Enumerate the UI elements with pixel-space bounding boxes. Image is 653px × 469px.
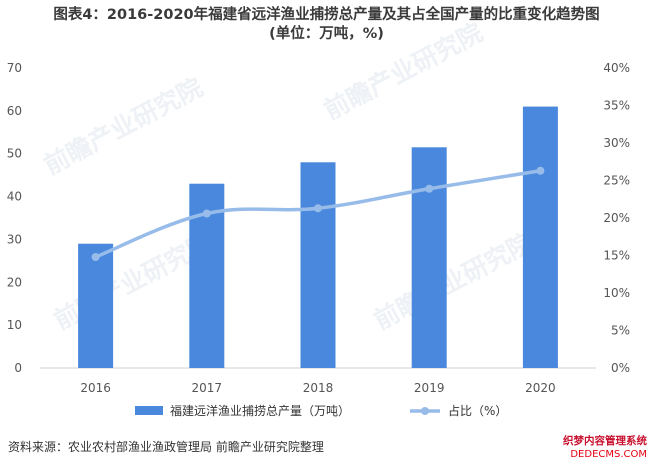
- stamp-line1: 织梦内容管理系统: [563, 435, 647, 447]
- stamp-line2: DEDECMS.COM: [570, 449, 647, 460]
- y-right-tick-label: 15%: [603, 249, 630, 263]
- y-left-tick-label: 40: [7, 190, 22, 204]
- y-right-tick-label: 25%: [603, 174, 630, 188]
- bar-2018: [300, 162, 336, 368]
- bar-2019: [411, 147, 447, 368]
- share-point-2020: [536, 166, 545, 175]
- y-left-tick-label: 60: [7, 104, 22, 118]
- y-right-tick-label: 5%: [611, 324, 630, 338]
- source-note: 资料来源：农业农村部渔业渔政管理局 前瞻产业研究院整理: [8, 440, 324, 454]
- share-point-2019: [425, 184, 434, 193]
- y-left-tick-label: 50: [7, 147, 22, 161]
- x-tick-label: 2019: [414, 381, 445, 395]
- site-stamp: 织梦内容管理系统 DEDECMS.COM: [563, 435, 647, 461]
- legend-line-marker: [421, 407, 429, 415]
- share-point-2016: [91, 253, 100, 261]
- y-right-tick-label: 10%: [603, 286, 630, 300]
- y-left-tick-label: 0: [14, 361, 22, 375]
- watermark-text: 前瞻产业研究院: [319, 18, 487, 126]
- y-left-tick-label: 20: [7, 275, 22, 289]
- y-right-tick-label: 20%: [603, 211, 630, 225]
- y-right-tick-label: 30%: [603, 136, 630, 150]
- y-right-tick-label: 40%: [603, 61, 630, 75]
- x-tick-label: 2017: [192, 381, 223, 395]
- x-tick-label: 2018: [303, 381, 334, 395]
- chart-title: 图表4：2016-2020年福建省远洋渔业捕捞总产量及其占全国产量的比重变化趋势…: [0, 6, 653, 44]
- y-left-tick-label: 70: [7, 61, 22, 75]
- share-point-2018: [314, 204, 322, 213]
- watermark-text: 前瞻产业研究院: [369, 228, 537, 336]
- y-right-tick-label: 35%: [603, 99, 630, 113]
- watermark-text: 前瞻产业研究院: [39, 73, 207, 181]
- bar-2016: [78, 243, 114, 368]
- x-tick-label: 2016: [80, 381, 111, 395]
- legend-line-label: 占比（%）: [448, 403, 507, 418]
- legend-bar-label: 福建远洋渔业捕捞总产量（万吨）: [170, 403, 350, 418]
- chart-title-line1: 图表4：2016-2020年福建省远洋渔业捕捞总产量及其占全国产量的比重变化趋势…: [53, 7, 600, 23]
- y-right-tick-label: 0%: [611, 361, 630, 375]
- chart-title-line2: (单位：万吨，%): [269, 26, 384, 42]
- legend-bar-swatch: [135, 406, 163, 415]
- y-left-tick-label: 30: [7, 232, 22, 246]
- x-tick-label: 2020: [525, 381, 556, 395]
- share-point-2017: [202, 209, 211, 218]
- y-left-tick-label: 10: [7, 318, 22, 332]
- bar-2020: [522, 106, 558, 369]
